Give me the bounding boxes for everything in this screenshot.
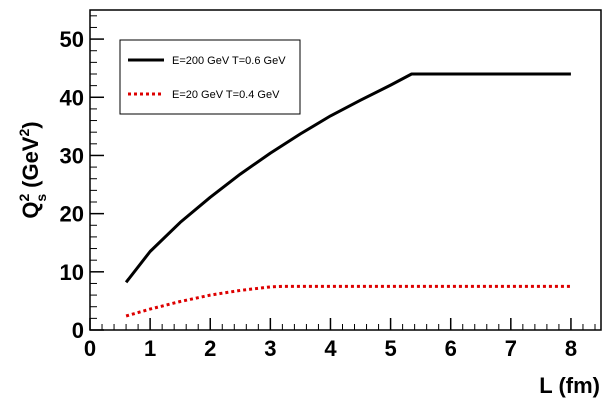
x-axis-title: L (fm): [539, 373, 600, 398]
x-tick-label: 8: [565, 336, 577, 361]
y-axis-title-sub: s: [33, 194, 49, 202]
x-axis-ticks: [89, 318, 596, 330]
y-axis-title-unit-close: ): [18, 121, 43, 128]
y-axis-title-main: Q: [18, 201, 43, 218]
x-tick-label: 1: [144, 336, 156, 361]
y-axis-ticks: [90, 15, 104, 331]
legend-label-series-2: E=20 GeV T=0.4 GeV: [172, 89, 280, 101]
legend-box: [119, 39, 301, 115]
x-tick-label: 5: [384, 336, 396, 361]
x-tick-label: 6: [445, 336, 457, 361]
x-tick-label: 7: [505, 336, 517, 361]
plot-frame: [89, 9, 602, 331]
series-line-1: [124, 72, 571, 284]
y-tick-label: 40: [60, 85, 84, 110]
x-axis-tick-labels: 0 1 2 3 4 5 6 7 8: [84, 336, 577, 361]
series-line-2: [125, 284, 571, 318]
series-layer: [124, 72, 571, 318]
y-tick-label: 50: [60, 27, 84, 52]
x-tick-label: 3: [264, 336, 276, 361]
y-axis-title-sup: 2: [16, 193, 32, 201]
x-tick-label: 0: [84, 336, 96, 361]
x-tick-label: 2: [204, 336, 216, 361]
y-tick-label: 0: [72, 318, 84, 343]
legend: E=200 GeV T=0.6 GeV E=20 GeV T=0.4 GeV: [119, 39, 301, 115]
y-tick-label: 10: [60, 260, 84, 285]
y-axis-title: Q2s(GeV2): [16, 121, 49, 218]
x-tick-label: 4: [324, 336, 337, 361]
y-tick-label: 30: [60, 143, 84, 168]
y-axis-title-unit-sup: 2: [16, 129, 32, 137]
y-tick-label: 20: [60, 202, 84, 227]
legend-label-series-1: E=200 GeV T=0.6 GeV: [172, 55, 286, 67]
y-axis-title-unit: (GeV: [18, 136, 43, 188]
y-axis-tick-labels: 0 10 20 30 40 50: [60, 27, 84, 343]
